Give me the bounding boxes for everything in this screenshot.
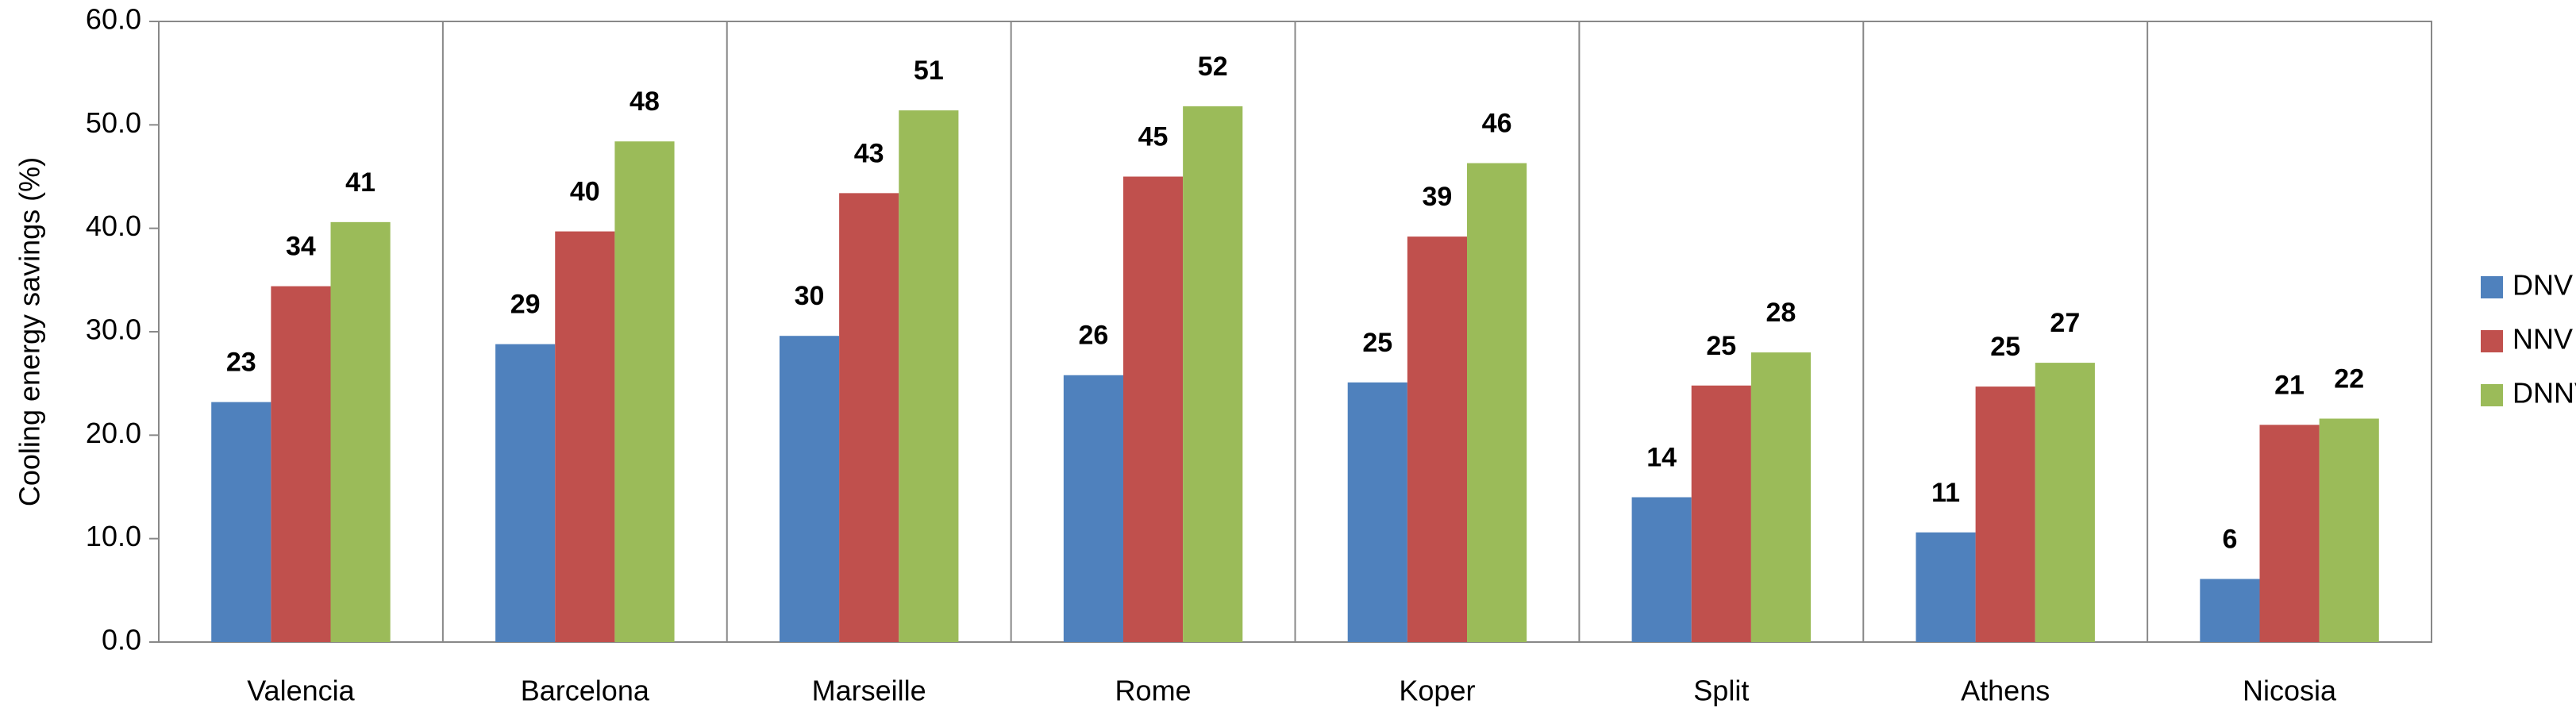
legend-label: NNV <box>2512 323 2573 356</box>
bar <box>2259 425 2320 642</box>
y-axis-title: Cooling energy savings (%) <box>13 157 46 506</box>
y-tick-label: 40.0 <box>86 210 141 242</box>
data-label: 43 <box>854 138 884 168</box>
legend-swatch <box>2481 276 2503 298</box>
data-label: 25 <box>1362 328 1392 358</box>
data-label: 14 <box>1646 443 1677 473</box>
data-label: 23 <box>226 348 256 378</box>
y-tick-label: 30.0 <box>86 313 141 346</box>
data-label: 28 <box>1766 298 1796 328</box>
data-label: 11 <box>1931 478 1960 508</box>
data-label: 48 <box>630 87 660 117</box>
legend-label: DNNV <box>2512 377 2576 410</box>
bar <box>271 286 331 642</box>
y-tick-label: 10.0 <box>86 520 141 552</box>
bar <box>330 221 391 642</box>
bar <box>839 193 899 642</box>
data-label: 25 <box>1706 331 1736 361</box>
bar <box>1750 352 1812 642</box>
x-tick-label: Barcelona <box>521 675 650 707</box>
bar <box>495 344 556 642</box>
bar <box>899 110 959 642</box>
data-label: 27 <box>2050 308 2080 338</box>
y-tick-label: 60.0 <box>86 3 141 36</box>
bar <box>614 141 675 643</box>
data-label: 22 <box>2334 363 2364 394</box>
bar <box>555 231 615 642</box>
bar <box>1975 386 2035 642</box>
bar <box>1467 163 1527 643</box>
bar <box>2200 579 2260 642</box>
data-label: 29 <box>510 290 541 320</box>
x-tick-label: Marseille <box>812 675 926 707</box>
data-label: 26 <box>1078 321 1108 351</box>
x-tick-label: Koper <box>1399 675 1475 707</box>
data-label: 46 <box>1482 109 1512 139</box>
data-label: 40 <box>570 177 600 207</box>
bar <box>2035 363 2095 642</box>
bar <box>1631 497 1692 642</box>
x-tick-label: Nicosia <box>2243 675 2337 707</box>
bar <box>1347 382 1407 642</box>
bar <box>1916 532 1976 642</box>
legend-label: DNV <box>2512 269 2573 302</box>
data-label: 25 <box>1990 332 2020 362</box>
bar <box>1691 385 1751 642</box>
y-tick-label: 20.0 <box>86 417 141 449</box>
y-tick-label: 50.0 <box>86 106 141 139</box>
bar <box>779 336 840 642</box>
data-label: 52 <box>1198 52 1228 82</box>
data-label: 21 <box>2274 370 2305 400</box>
x-tick-label: Valencia <box>247 675 355 707</box>
legend-swatch <box>2481 384 2503 406</box>
bar <box>1063 375 1123 642</box>
legend-swatch <box>2481 330 2503 352</box>
bar <box>1183 106 1243 642</box>
data-label: 6 <box>2222 524 2237 554</box>
data-label: 45 <box>1138 121 1169 152</box>
data-label: 39 <box>1423 182 1453 212</box>
data-label: 30 <box>795 281 825 311</box>
bar <box>1122 176 1184 642</box>
bar <box>211 402 271 642</box>
data-label: 41 <box>345 167 375 198</box>
bar <box>2319 418 2379 642</box>
x-tick-label: Rome <box>1115 675 1192 707</box>
y-tick-label: 0.0 <box>102 624 141 656</box>
data-label: 51 <box>914 56 944 86</box>
bar <box>1407 237 1468 642</box>
x-tick-label: Athens <box>1961 675 2050 707</box>
x-tick-label: Split <box>1693 675 1749 707</box>
data-label: 34 <box>286 232 316 262</box>
